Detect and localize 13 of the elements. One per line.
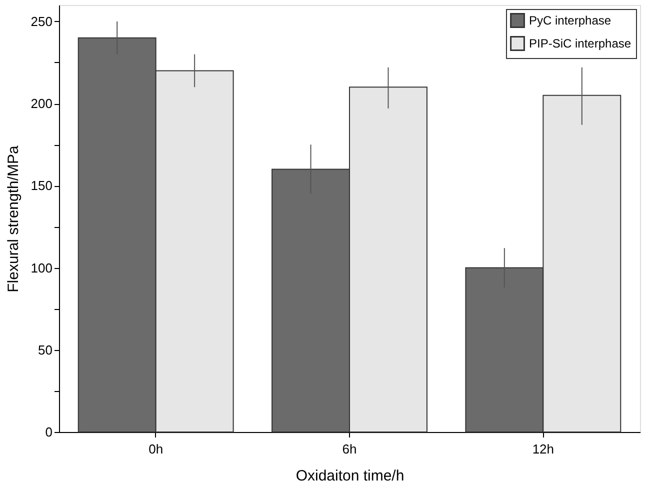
x-axis-title: Oxidaiton time/h <box>296 468 404 484</box>
x-tick-label: 12h <box>532 442 554 456</box>
y-tick-label: 100 <box>30 260 52 276</box>
legend-label: PIP-SiC interphase <box>529 36 632 50</box>
x-tick-label: 6h <box>342 442 357 456</box>
x-tick-label: 0h <box>148 442 164 456</box>
y-tick-label: 150 <box>30 178 52 194</box>
y-tick-label: 250 <box>30 14 52 29</box>
y-tick-label: 200 <box>30 96 52 112</box>
y-tick-label: 0 <box>45 424 52 440</box>
y-axis-title: Flexural strength/MPa <box>4 144 22 292</box>
legend-label: PyC interphase <box>529 14 612 28</box>
y-tick-label: 50 <box>38 342 52 358</box>
